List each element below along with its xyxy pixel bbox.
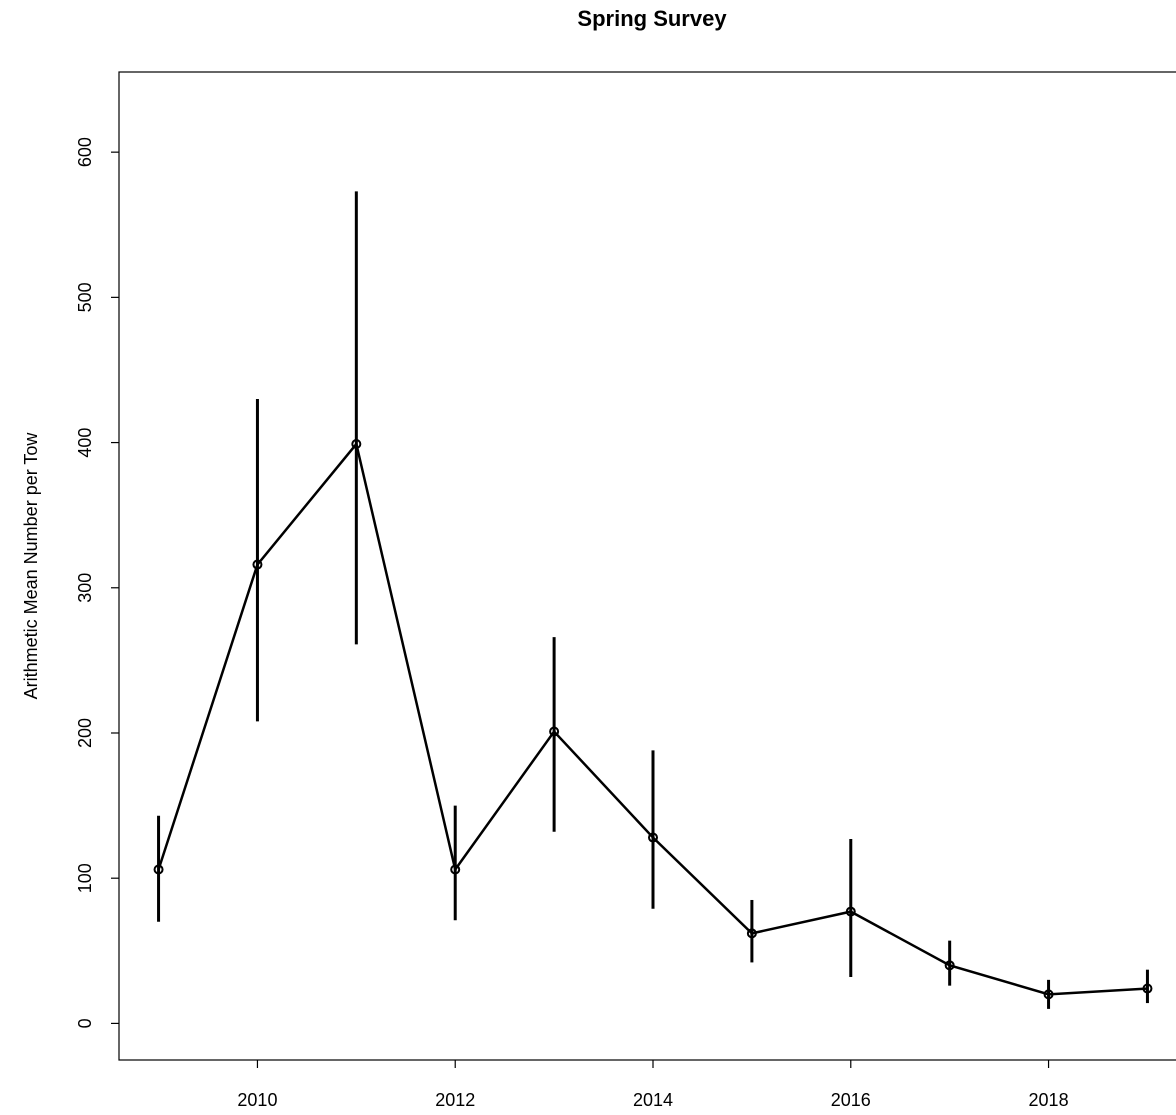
y-tick-label: 200 — [75, 718, 95, 748]
point — [351, 439, 362, 450]
point — [944, 960, 955, 971]
point — [252, 559, 263, 570]
y-tick-label: 0 — [75, 1018, 95, 1028]
y-tick-label: 600 — [75, 137, 95, 167]
y-tick-label: 400 — [75, 428, 95, 458]
point — [648, 832, 658, 843]
point — [450, 864, 461, 875]
y-tick-label: 100 — [75, 863, 95, 893]
line — [157, 441, 1148, 996]
y-tick-label: 300 — [75, 573, 95, 603]
x-tick-label: 2016 — [831, 1090, 871, 1110]
y-axis-label: Arithmetic Mean Number per Tow — [21, 432, 41, 700]
x-tick-label: 2012 — [435, 1090, 475, 1110]
x-tick-label: 2010 — [237, 1090, 277, 1110]
point — [1043, 989, 1054, 1000]
plot-frame — [118, 71, 1176, 1061]
point — [746, 928, 757, 939]
point — [1142, 983, 1153, 994]
y-tick-label: 500 — [75, 282, 95, 312]
point — [153, 864, 164, 875]
chart-title: Spring Survey — [577, 6, 727, 31]
point — [549, 726, 560, 737]
x-tick-label: 2018 — [1029, 1090, 1069, 1110]
x-tick-label: 2014 — [633, 1090, 673, 1110]
point — [845, 906, 856, 917]
